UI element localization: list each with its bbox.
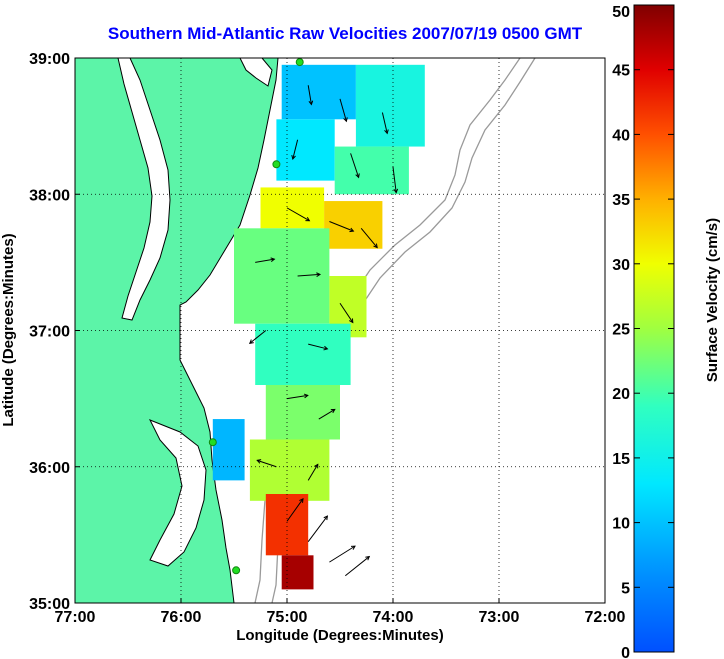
velocity-vector <box>339 302 354 324</box>
velocity-cell <box>281 64 356 120</box>
velocity-vector <box>248 330 267 344</box>
station-marker <box>272 160 281 169</box>
velocity-cells <box>212 64 425 590</box>
velocity-vector <box>381 112 389 135</box>
velocity-vector <box>307 515 329 542</box>
colorbar-ticks: 0 5 10 15 20 25 30 35 40 45 50 <box>612 4 674 659</box>
velocity-vector <box>360 227 378 249</box>
velocity-cell <box>324 201 383 249</box>
velocity-vector <box>339 98 348 123</box>
x-tick-label: 73:00 <box>479 609 520 626</box>
y-axis-label: Latitude (Degrees:Minutes) <box>0 233 17 426</box>
radar-stations <box>208 58 304 575</box>
velocity-vector <box>350 153 360 179</box>
velocity-cell <box>260 187 325 229</box>
station-marker <box>232 566 241 575</box>
velocity-vector <box>297 272 322 277</box>
colorbar-tick-label: 50 <box>612 4 630 21</box>
colorbar-tick-label: 5 <box>621 580 630 597</box>
colorbar-tick-label: 40 <box>612 127 630 144</box>
colorbar-tick-label: 30 <box>612 257 630 274</box>
y-tick-label: 39:00 <box>29 51 70 68</box>
velocity-cell <box>234 228 330 324</box>
colorbar-tick-label: 0 <box>621 645 630 659</box>
colorbar-label: Surface Velocity (cm/s) <box>704 218 721 382</box>
x-tick-label: 77:00 <box>55 609 96 626</box>
velocity-vector <box>392 166 399 194</box>
grid-lines <box>75 58 605 603</box>
colorbar-tick-label: 35 <box>612 192 630 209</box>
x-tick-label: 72:00 <box>585 609 626 626</box>
colorbar-tick-label: 10 <box>612 516 630 533</box>
velocity-cell <box>265 385 340 440</box>
map-title: Southern Mid-Atlantic Raw Velocities 200… <box>108 24 583 43</box>
velocity-vector <box>286 498 304 522</box>
colorbar <box>633 4 675 653</box>
colorbar-tick-label: 15 <box>612 451 630 468</box>
y-axis-ticks: 39:00 38:00 37:00 36:00 35:00 <box>29 51 80 613</box>
velocity-cell <box>249 439 330 501</box>
velocity-vector <box>307 85 314 106</box>
velocity-vectors <box>248 85 399 577</box>
velocity-vector <box>286 393 309 400</box>
velocity-vector <box>344 555 371 577</box>
velocity-vector <box>318 408 336 420</box>
velocity-cell <box>276 119 335 181</box>
velocity-vector <box>291 139 299 160</box>
velocity-vector <box>308 343 329 351</box>
velocity-cell <box>355 64 425 147</box>
x-axis-ticks: 77:00 76:00 75:00 74:00 73:00 72:00 <box>55 598 626 626</box>
x-tick-label: 74:00 <box>373 609 414 626</box>
x-tick-label: 75:00 <box>267 609 308 626</box>
station-marker <box>295 58 304 67</box>
velocity-cell <box>334 146 409 195</box>
velocity-cell <box>265 494 309 556</box>
x-axis-label: Longitude (Degrees:Minutes) <box>236 627 444 644</box>
y-tick-label: 35:00 <box>29 596 70 613</box>
velocity-vector <box>286 207 311 222</box>
velocity-vector <box>307 463 319 481</box>
y-tick-label: 37:00 <box>29 324 70 341</box>
velocity-vector <box>329 545 356 563</box>
velocity-vector <box>329 221 355 233</box>
velocity-vector <box>256 459 277 468</box>
plot-area <box>74 57 606 604</box>
y-tick-label: 36:00 <box>29 460 70 477</box>
velocity-vector <box>255 257 276 263</box>
chesapeake-bay <box>117 57 171 321</box>
station-marker <box>208 438 217 447</box>
colorbar-tick-label: 25 <box>612 322 630 339</box>
velocity-cell <box>255 323 351 385</box>
colorbar-tick-label: 20 <box>612 386 630 403</box>
velocity-cell <box>281 555 314 590</box>
pamlico-sound <box>148 419 207 567</box>
x-tick-label: 76:00 <box>161 609 202 626</box>
colorbar-tick-label: 45 <box>612 63 630 80</box>
velocity-cell <box>212 419 245 481</box>
y-tick-label: 38:00 <box>29 187 70 204</box>
